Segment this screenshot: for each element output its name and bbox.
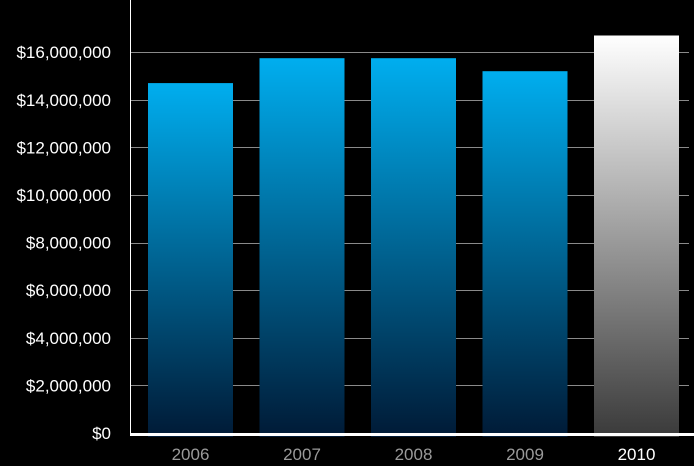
y-tick-label: $16,000,000 (16, 43, 111, 62)
y-tick-label: $6,000,000 (26, 281, 111, 300)
x-tick-labels: 2006 2007 2008 2009 2010 (172, 445, 656, 464)
y-tick-label: $12,000,000 (16, 138, 111, 157)
axes (130, 0, 694, 436)
y-tick-labels: $0 $2,000,000 $4,000,000 $6,000,000 $8,000,0… (16, 43, 111, 443)
y-tick-label: $4,000,000 (26, 329, 111, 348)
x-tick-label-2007: 2007 (283, 445, 321, 464)
y-tick-label: $0 (92, 424, 111, 443)
bars (148, 35, 679, 437)
x-axis-line (130, 433, 694, 436)
bar-2008 (371, 58, 456, 437)
bar-2010 (594, 35, 679, 437)
y-tick-label: $14,000,000 (16, 91, 111, 110)
bar-2006 (148, 83, 233, 437)
y-tick-label: $8,000,000 (26, 234, 111, 253)
y-tick-label: $10,000,000 (16, 186, 111, 205)
y-tick-label: $2,000,000 (26, 376, 111, 395)
x-tick-label-2006: 2006 (172, 445, 210, 464)
x-tick-label-2008: 2008 (395, 445, 433, 464)
x-tick-label-2009: 2009 (506, 445, 544, 464)
x-tick-label-2010: 2010 (618, 445, 656, 464)
bar-2007 (259, 58, 345, 437)
bar-2009 (482, 71, 568, 437)
